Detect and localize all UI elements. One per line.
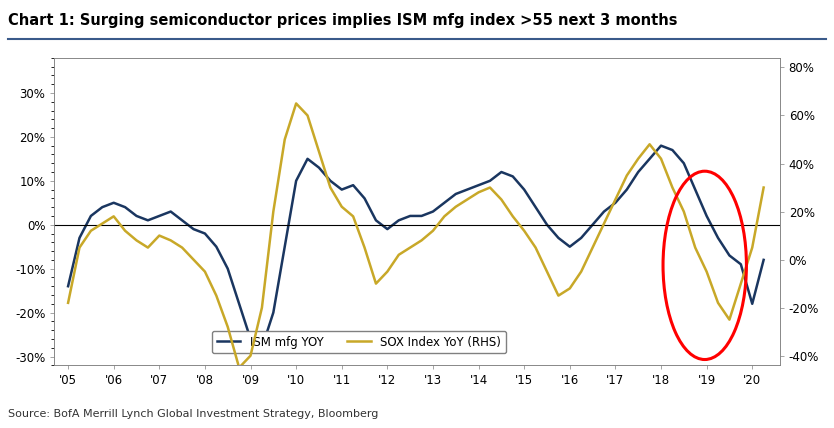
SOX Index YoY (RHS): [257, 305, 267, 310]
ISM mfg YOY: [200, 231, 210, 236]
SOX Index YoY (RHS): [428, 228, 438, 233]
ISM mfg YOY: [759, 257, 769, 262]
Text: Source: BofA Merrill Lynch Global Investment Strategy, Bloomberg: Source: BofA Merrill Lynch Global Invest…: [8, 410, 379, 419]
SOX Index YoY (RHS): [120, 228, 130, 233]
SOX Index YoY (RHS): [691, 245, 701, 250]
ISM mfg YOY: [257, 345, 267, 350]
ISM mfg YOY: [416, 214, 426, 219]
ISM mfg YOY: [63, 284, 73, 289]
SOX Index YoY (RHS): [759, 185, 769, 190]
SOX Index YoY (RHS): [508, 214, 518, 219]
Text: Chart 1: Surging semiconductor prices implies ISM mfg index >55 next 3 months: Chart 1: Surging semiconductor prices im…: [8, 13, 678, 28]
Legend: ISM mfg YOY, SOX Index YoY (RHS): ISM mfg YOY, SOX Index YoY (RHS): [212, 331, 506, 353]
SOX Index YoY (RHS): [291, 101, 301, 106]
Line: SOX Index YoY (RHS): SOX Index YoY (RHS): [68, 104, 764, 368]
Line: ISM mfg YOY: ISM mfg YOY: [68, 146, 764, 348]
ISM mfg YOY: [120, 205, 130, 210]
ISM mfg YOY: [656, 143, 666, 148]
SOX Index YoY (RHS): [63, 300, 73, 306]
SOX Index YoY (RHS): [234, 365, 244, 370]
SOX Index YoY (RHS): [200, 269, 210, 274]
ISM mfg YOY: [496, 169, 506, 175]
ISM mfg YOY: [245, 336, 255, 342]
ISM mfg YOY: [691, 187, 701, 192]
